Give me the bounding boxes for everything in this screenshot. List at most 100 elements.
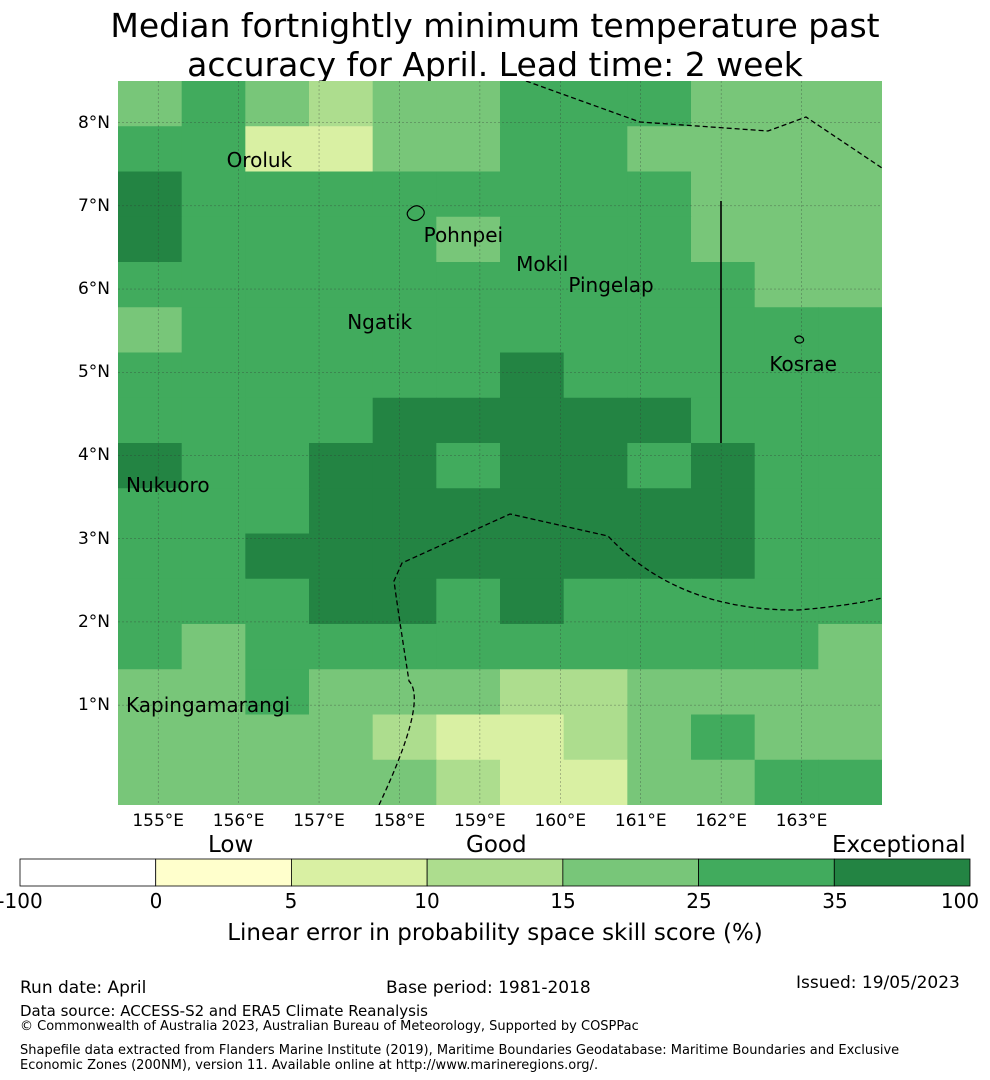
grid-cell xyxy=(309,578,374,625)
grid-cell xyxy=(691,578,756,625)
map-canvas xyxy=(118,81,882,805)
issued-date: Issued: 19/05/2023 xyxy=(796,973,960,993)
grid-cell xyxy=(563,126,628,173)
grid-cell xyxy=(563,216,628,263)
grid-cell xyxy=(372,397,437,444)
grid-cell xyxy=(436,126,501,173)
grid-cell xyxy=(436,171,501,218)
grid-cell xyxy=(309,669,374,716)
eez-boundaries xyxy=(378,81,882,805)
grid-cell xyxy=(372,443,437,489)
grid-cell xyxy=(691,126,756,173)
grid-cell xyxy=(754,352,819,399)
grid-cell xyxy=(118,624,183,670)
grid-cell xyxy=(372,126,437,173)
grid-cell xyxy=(181,81,246,127)
title-line-2: accuracy for April. Lead time: 2 week xyxy=(187,45,803,84)
grid-cell xyxy=(309,81,374,127)
grid-cell xyxy=(245,488,310,535)
grid-cell xyxy=(818,578,882,625)
grid-cell xyxy=(627,171,692,218)
grid-cell xyxy=(563,714,628,761)
grid-cell xyxy=(563,488,628,535)
shapefile-credit: Shapefile data extracted from Flanders M… xyxy=(20,1043,900,1073)
grid-cell xyxy=(563,578,628,625)
title-line-1: Median fortnightly minimum temperature p… xyxy=(110,6,880,45)
grid-cell xyxy=(818,533,882,580)
skill-score-map xyxy=(118,81,882,805)
eez-boundary-south xyxy=(378,513,882,805)
grid-cell xyxy=(372,714,437,761)
copyright: © Commonwealth of Australia 2023, Austra… xyxy=(20,1019,639,1034)
grid-cell xyxy=(500,624,565,670)
grid-cell xyxy=(818,171,882,218)
grid-cell xyxy=(118,669,183,716)
latitude-tick-label: 1°N xyxy=(77,695,110,716)
grid-cell xyxy=(691,352,756,399)
grid-cell xyxy=(181,352,246,399)
grid-cell xyxy=(563,533,628,580)
grid-cell xyxy=(500,81,565,127)
grid-cell xyxy=(691,262,756,308)
colorbar-tick: 25 xyxy=(686,889,712,913)
run-date: Run date: April xyxy=(20,978,147,998)
longitude-tick-label: 156°E xyxy=(212,811,265,831)
grid-cell xyxy=(181,714,246,761)
grid-cell xyxy=(691,171,756,218)
colorbar-tick: 5 xyxy=(284,889,298,913)
grid-cell xyxy=(627,578,692,625)
grid-cell xyxy=(563,262,628,308)
colorbar-swatch xyxy=(291,858,428,887)
grid-cell xyxy=(818,397,882,444)
grid-cell xyxy=(181,533,246,580)
grid-cell xyxy=(818,126,882,173)
grid-cell xyxy=(181,307,246,354)
grid-cell xyxy=(309,759,374,805)
grid-cell xyxy=(754,578,819,625)
grid-cell xyxy=(627,714,692,761)
colorbar-swatch xyxy=(698,858,835,887)
grid-cell xyxy=(691,488,756,535)
grid-cell xyxy=(627,759,692,805)
place-label: Mokil xyxy=(516,252,569,277)
colorbar-tick: 35 xyxy=(822,889,848,913)
grid-cell xyxy=(118,81,183,127)
grid-cell xyxy=(818,216,882,263)
colorbar-swatch xyxy=(155,858,292,887)
grid-cell xyxy=(500,669,565,716)
grid-cell xyxy=(436,578,501,625)
grid-cell xyxy=(245,443,310,489)
map-title: Median fortnightly minimum temperature p… xyxy=(0,6,990,84)
base-period: Base period: 1981-2018 xyxy=(386,978,591,998)
grid-cell xyxy=(754,669,819,716)
grid-cell xyxy=(372,81,437,127)
grid-cell xyxy=(691,81,756,127)
grid-cell xyxy=(118,352,183,399)
eez-boundary-north xyxy=(525,81,882,169)
grid-cell xyxy=(245,578,310,625)
grid-cell xyxy=(563,397,628,444)
grid-cell xyxy=(691,397,756,444)
longitude-tick-label: 163°E xyxy=(775,811,828,831)
colorbar-swatch xyxy=(426,858,564,887)
grid-cell xyxy=(691,669,756,716)
grid-cell xyxy=(372,216,437,263)
grid-cell xyxy=(627,307,692,354)
grid-cell xyxy=(309,352,374,399)
grid-cell xyxy=(436,443,501,489)
grid-cell xyxy=(627,533,692,580)
colorbar-tick: -100 xyxy=(0,889,43,913)
grid-cell xyxy=(500,126,565,173)
grid-cell xyxy=(818,624,882,670)
grid-cell xyxy=(627,262,692,308)
grid-cell xyxy=(372,171,437,218)
place-label: Kapingamarangi xyxy=(126,693,291,718)
longitude-tick-label: 161°E xyxy=(614,811,667,831)
grid-cell xyxy=(754,216,819,263)
grid-cell xyxy=(627,397,692,444)
colorbar-word-exceptional: Exceptional xyxy=(832,832,966,858)
grid-cell xyxy=(118,714,183,761)
grid-cell xyxy=(436,759,501,805)
grid-cell xyxy=(818,262,882,308)
island-outlines xyxy=(406,205,805,344)
